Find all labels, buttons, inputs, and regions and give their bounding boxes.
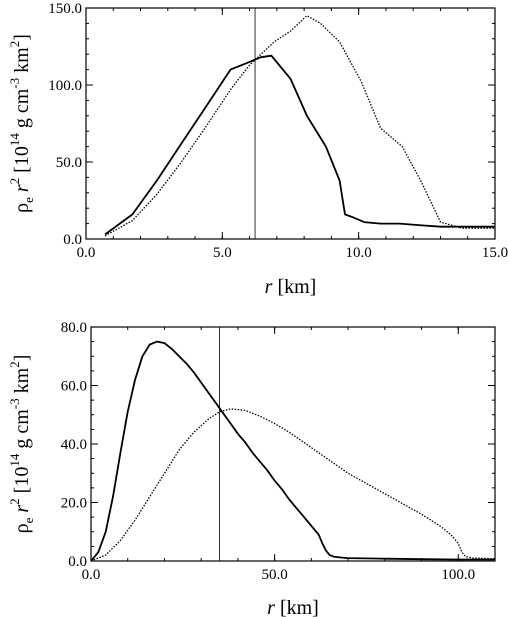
x-tick-label: 50.0: [262, 567, 288, 583]
top-panel: 0.0 5.0 10.0 15.0 0.0 50.0 100.0 150.0 r [km] ρe …: [7, 1, 508, 298]
x-tick-label: 15.0: [482, 245, 508, 261]
y-tick-label: 0.0: [68, 554, 87, 570]
y-tick-label: 100.0: [48, 78, 82, 94]
y-tick-label: 50.0: [56, 155, 82, 171]
dotted-series-line: [90, 408, 496, 562]
y-tick-label: 20.0: [61, 496, 87, 512]
plot-frame: [85, 7, 496, 240]
dotted-series-line: [104, 15, 495, 237]
x-axis-label: r [km]: [267, 597, 319, 617]
x-tick-label: 5.0: [213, 245, 232, 261]
solid-series-line: [104, 54, 495, 236]
plot-frame: [90, 326, 496, 562]
solid-series-line: [90, 340, 495, 562]
y-tick-label: 0.0: [63, 232, 82, 248]
y-tick-label: 80.0: [61, 320, 87, 336]
y-tick-label: 40.0: [61, 437, 87, 453]
x-axis-label: r [km]: [265, 276, 317, 298]
y-axis-label: ρe r2 [1014 g cm-3 km2]: [7, 355, 36, 534]
y-axis-label: ρe r2 [1014 g cm-3 km2]: [7, 34, 36, 213]
x-tick-label: 0.0: [82, 567, 101, 583]
x-tick-label: 10.0: [346, 245, 372, 261]
x-tick-label: 0.0: [77, 245, 96, 261]
y-tick-label: 150.0: [48, 1, 82, 17]
bottom-panel: 0.0 50.0 100.0 0.0 20.0 40.0 60.0 80.0 r [km] ρe …: [7, 320, 496, 617]
x-tick-label: 100.0: [441, 567, 475, 583]
y-tick-label: 60.0: [61, 379, 87, 395]
